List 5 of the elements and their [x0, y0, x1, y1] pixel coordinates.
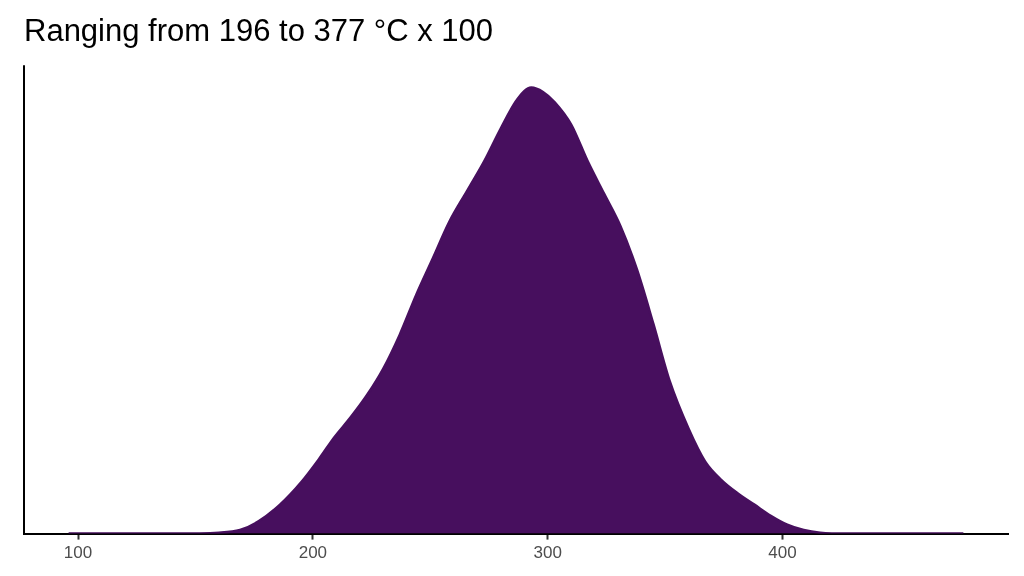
chart-title: Ranging from 196 to 377 °C x 100 — [24, 13, 494, 49]
x-tick-label: 200 — [298, 543, 328, 563]
x-tick-label: 300 — [533, 543, 562, 563]
x-tick-label: 400 — [768, 543, 797, 563]
x-tick-label: 100 — [63, 543, 93, 563]
